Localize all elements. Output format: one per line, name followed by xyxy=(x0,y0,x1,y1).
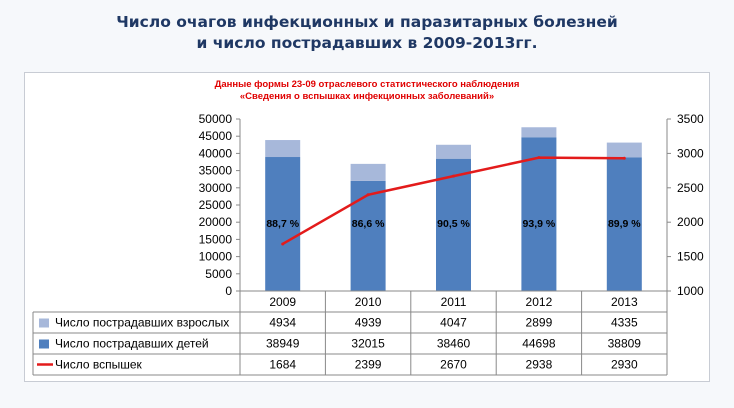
table-cell: 38809 xyxy=(608,337,642,351)
slide-title: Число очагов инфекционных и паразитарных… xyxy=(0,12,734,54)
table-cell: 2938 xyxy=(526,358,553,372)
bar-percent-label: 90,5 % xyxy=(437,218,470,230)
bar-children xyxy=(350,180,386,291)
table-cell: 2670 xyxy=(440,358,467,372)
table-cell: 2399 xyxy=(355,358,382,372)
table-cell: 4047 xyxy=(440,316,467,330)
table-cell: 4335 xyxy=(611,316,638,330)
left-axis-tick-label: 35000 xyxy=(199,164,233,178)
bar-adults xyxy=(521,127,557,138)
line-outbreaks-point xyxy=(537,156,541,160)
right-axis-tick-label: 3000 xyxy=(677,146,704,160)
table-cell: 4934 xyxy=(269,316,296,330)
category-label: 2011 xyxy=(441,295,467,309)
left-axis-tick-label: 25000 xyxy=(199,198,233,212)
chart-subtitle-line-1: Данные формы 23-09 отраслевого статистич… xyxy=(214,79,520,90)
bar-percent-label: 88,7 % xyxy=(266,218,299,230)
right-axis-tick-label: 3500 xyxy=(677,112,704,126)
left-axis-tick-label: 40000 xyxy=(199,146,233,160)
chart-subtitle-line-2: «Сведения о вспышках инфекционных заболе… xyxy=(239,91,495,102)
left-axis-tick-label: 50000 xyxy=(199,112,233,126)
bar-percent-label: 93,9 % xyxy=(523,218,556,230)
chart-subtitle: Данные формы 23-09 отраслевого статистич… xyxy=(25,79,709,103)
right-axis-tick-label: 1500 xyxy=(677,250,704,264)
left-axis-tick-label: 20000 xyxy=(199,215,233,229)
line-outbreaks-point xyxy=(452,174,455,178)
bar-children xyxy=(436,158,471,291)
bar-adults xyxy=(265,140,301,158)
left-axis-tick-label: 45000 xyxy=(199,129,233,143)
chart-frame: Данные формы 23-09 отраслевого статистич… xyxy=(24,72,710,382)
category-label: 2010 xyxy=(355,295,382,309)
category-label: 2013 xyxy=(611,295,638,309)
chart-svg: 0 5000 10000 15000 20000 25000 30000 35000 40000… xyxy=(32,112,704,376)
line-outbreaks-point xyxy=(281,242,285,246)
category-label: 2012 xyxy=(526,295,553,309)
bar-percent-label: 86,6 % xyxy=(352,218,385,230)
table-cell: 2930 xyxy=(611,358,638,372)
left-axis-tick-label: 5000 xyxy=(205,267,232,281)
line-outbreaks-point xyxy=(622,156,626,160)
legend-key-adults xyxy=(39,318,49,328)
slide-title-line-1: Число очагов инфекционных и паразитарных… xyxy=(116,13,618,31)
table-cell: 4939 xyxy=(355,316,382,330)
bar-adults xyxy=(350,163,386,181)
slide-title-line-2: и число пострадавших в 2009-2013гг. xyxy=(196,34,538,52)
table-cell: 38949 xyxy=(266,337,300,351)
legend-entry: Число вспышек xyxy=(55,358,143,372)
bar-adults xyxy=(606,142,642,158)
table-cell: 44698 xyxy=(522,337,556,351)
left-axis-tick-label: 15000 xyxy=(199,232,233,246)
legend-key-children xyxy=(39,339,49,349)
bar-adults xyxy=(436,144,471,159)
table-cell: 2899 xyxy=(526,316,553,330)
left-axis-tick-label: 0 xyxy=(225,284,232,298)
bar-percent-label: 89,9 % xyxy=(608,218,641,230)
legend-entry: Число пострадавших детей xyxy=(55,337,209,351)
line-outbreaks-point xyxy=(366,193,370,197)
left-axis-tick-label: 30000 xyxy=(199,181,233,195)
table-cell: 38460 xyxy=(437,337,471,351)
table-cell: 1684 xyxy=(269,358,296,372)
right-axis-tick-label: 1000 xyxy=(677,284,704,298)
table-cell: 32015 xyxy=(351,337,385,351)
bar-children xyxy=(606,157,642,291)
bar-children xyxy=(265,157,301,291)
legend-entry: Число пострадавших взрослых xyxy=(55,316,229,330)
right-axis-tick-label: 2500 xyxy=(677,181,704,195)
bar-children xyxy=(521,137,557,291)
left-axis-tick-label: 10000 xyxy=(199,250,233,264)
right-axis-tick-label: 2000 xyxy=(677,215,704,229)
category-label: 2009 xyxy=(269,295,296,309)
